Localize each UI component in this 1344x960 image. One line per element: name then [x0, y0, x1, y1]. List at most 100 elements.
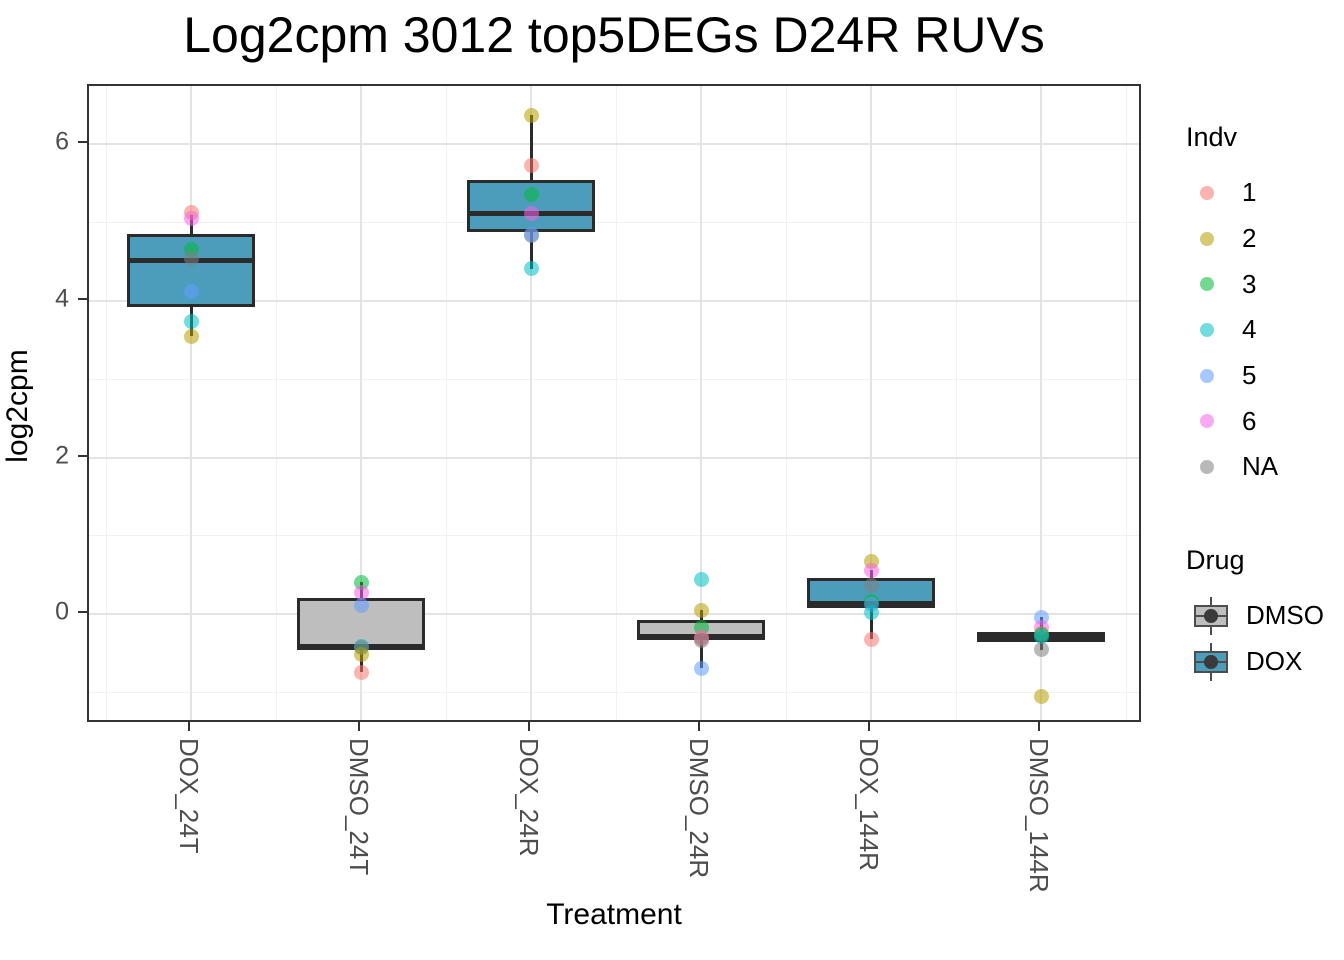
gridline-vertical-minor: [105, 86, 107, 720]
gridline-horizontal-major: [89, 613, 1139, 616]
gridline-vertical-minor: [615, 86, 617, 720]
data-point-indv-6: [523, 206, 539, 222]
x-tick-label: DOX_24T: [174, 738, 204, 854]
gridline-vertical-minor: [275, 86, 277, 720]
legend-item-label: 4: [1242, 314, 1257, 345]
legend-item-label: DMSO: [1246, 600, 1324, 631]
data-point-indv-4: [523, 261, 539, 277]
data-point-indv-2: [1033, 689, 1049, 705]
x-tick-label: DMSO_24T: [344, 738, 374, 876]
legend-boxplot-key-dot: [1204, 654, 1218, 669]
data-point-indv-5: [183, 283, 199, 299]
x-axis-tick: [1038, 722, 1040, 731]
legend-item-label: 5: [1242, 360, 1257, 391]
gridline-horizontal-major: [89, 143, 1139, 145]
legend-item-label: 1: [1242, 177, 1257, 208]
gridline-horizontal-major: [89, 299, 1139, 302]
legend-indv-title: Indv: [1186, 122, 1238, 152]
gridline-vertical-major: [870, 86, 872, 720]
legend-drug-item-DOX: DOX: [1186, 639, 1324, 685]
legend-indv: Indv 1 2 3 4 5 6 NA: [1186, 120, 1278, 490]
x-tick-label: DOX_144R: [854, 738, 884, 871]
data-point-indv-5: [523, 226, 539, 242]
legend-indv-item-3: 3: [1186, 261, 1278, 307]
gridline-vertical-minor: [1125, 86, 1127, 720]
x-axis-tick: [188, 722, 190, 731]
legend-drug-title: Drug: [1186, 545, 1245, 575]
legend-item-label: 2: [1242, 223, 1257, 254]
legend-indv-item-6: 6: [1186, 398, 1278, 444]
x-axis-tick: [698, 722, 700, 731]
data-point-indv-6: [353, 584, 369, 600]
legend-drug-item-DMSO: DMSO: [1186, 593, 1324, 639]
x-tick-label: DMSO_144R: [1024, 738, 1054, 893]
data-point-indv-2: [353, 646, 369, 662]
data-point-indv-NA: [863, 577, 879, 593]
data-point-indv-1: [353, 664, 369, 680]
y-tick-label: 0: [55, 597, 69, 626]
legend-point-key: [1200, 322, 1214, 337]
data-point-indv-2: [693, 602, 709, 618]
data-point-indv-5: [693, 660, 709, 676]
legend-point-key: [1200, 368, 1214, 383]
data-point-indv-5: [353, 598, 369, 614]
legend-item-label: DOX: [1246, 646, 1303, 677]
data-point-indv-1: [523, 158, 539, 174]
legend-indv-item-5: 5: [1186, 353, 1278, 399]
data-point-indv-4: [183, 313, 199, 329]
x-axis-tick: [358, 722, 360, 731]
legend-indv-items: 1 2 3 4 5 6 NA: [1186, 170, 1278, 490]
gridline-vertical-major: [1040, 86, 1042, 720]
legend-boxplot-key: [1190, 640, 1234, 684]
gridline-vertical-minor: [445, 86, 447, 720]
x-axis-tick: [528, 722, 530, 731]
gridline-vertical-major: [530, 86, 532, 720]
gridline-vertical-minor: [955, 86, 957, 720]
gridline-horizontal-minor: [89, 221, 1139, 223]
x-axis-tick: [868, 722, 870, 731]
legend-point-key: [1200, 231, 1214, 246]
x-axis-title: Treatment: [546, 898, 682, 931]
data-point-indv-2: [523, 107, 539, 123]
y-axis-tick: [78, 297, 87, 300]
data-point-indv-1: [863, 631, 879, 647]
data-point-indv-6: [863, 562, 879, 578]
data-point-indv-4: [693, 572, 709, 588]
legend-drug-items: DMSO DOX: [1186, 593, 1324, 684]
legend-point-key: [1200, 185, 1214, 200]
y-tick-label: 6: [55, 127, 69, 156]
legend-indv-item-NA: NA: [1186, 444, 1278, 490]
y-axis-tick: [78, 141, 87, 143]
data-point-indv-4: [863, 605, 879, 621]
y-tick-label: 4: [55, 284, 69, 313]
legend-point-key: [1200, 459, 1214, 474]
y-axis-tick: [78, 611, 87, 614]
gridline-horizontal-major: [89, 456, 1139, 459]
x-tick-label: DMSO_24R: [684, 738, 714, 879]
gridline-horizontal-minor: [89, 378, 1139, 380]
legend-indv-item-1: 1: [1186, 170, 1278, 216]
legend-item-label: 6: [1242, 405, 1257, 436]
data-point-indv-NA: [1033, 642, 1049, 658]
legend-item-label: NA: [1242, 451, 1279, 482]
gridline-horizontal-minor: [89, 535, 1139, 537]
data-point-indv-3: [523, 186, 539, 202]
legend-drug: Drug DMSO DOX: [1186, 543, 1324, 684]
data-point-indv-NA: [183, 250, 199, 266]
data-point-indv-2: [183, 328, 199, 344]
y-tick-label: 2: [55, 441, 69, 469]
gridline-vertical-major: [700, 86, 702, 720]
gridline-vertical-minor: [785, 86, 787, 720]
legend-indv-item-2: 2: [1186, 216, 1278, 262]
legend-item-label: 3: [1242, 268, 1257, 299]
plot-panel: [87, 84, 1141, 722]
legend-point-key: [1200, 414, 1214, 429]
legend-indv-item-4: 4: [1186, 307, 1278, 353]
data-point-indv-NA: [693, 633, 709, 649]
x-tick-label: DOX_24R: [514, 738, 544, 857]
legend-boxplot-key-dot: [1204, 608, 1218, 623]
gridline-horizontal-minor: [89, 692, 1139, 694]
legend-boxplot-key: [1190, 594, 1234, 638]
data-point-indv-4: [1033, 628, 1049, 644]
